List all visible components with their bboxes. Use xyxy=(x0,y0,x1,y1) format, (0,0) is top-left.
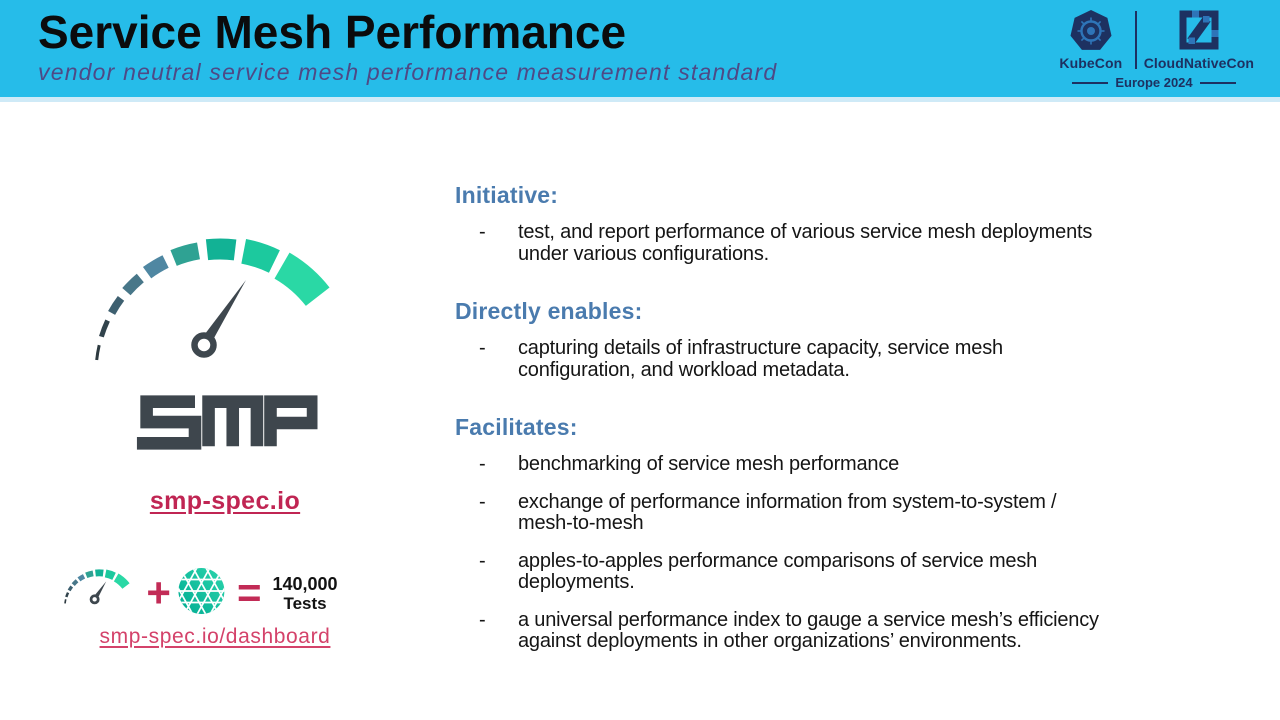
list-item: - test, and report performance of variou… xyxy=(455,221,1115,265)
bullet-dash: - xyxy=(479,337,486,359)
smp-wordmark: SMP xyxy=(133,393,320,458)
list-item: - exchange of performance information fr… xyxy=(455,490,1115,535)
bullet-dash: - xyxy=(479,608,486,631)
plus-sign: + xyxy=(146,569,171,616)
bullet-text: benchmarking of service mesh performance xyxy=(518,453,900,475)
equals-sign: = xyxy=(236,569,262,616)
smp-branding-column: SMP smp-spec.io xyxy=(30,101,420,720)
cloudnativecon-label: CloudNativeCon xyxy=(1143,55,1254,71)
smp-dashboard-link[interactable]: smp-spec.io/dashboard xyxy=(99,625,331,648)
bullet-text: test, and report performance of various … xyxy=(518,221,1093,265)
page-title: Service Mesh Performance xyxy=(38,6,627,58)
bullet-dash: - xyxy=(479,549,486,572)
bullet-text: apples-to-apples performance comparisons… xyxy=(518,549,1038,593)
conference-logo-block: KubeCon CloudNativeCon xyxy=(1054,8,1254,90)
conference-event: Europe 2024 xyxy=(1054,75,1254,90)
section-heading: Directly enables: xyxy=(455,298,643,324)
list-item: - apples-to-apples performance compariso… xyxy=(455,549,1115,594)
cloudnativecon-column: CloudNativeCon xyxy=(1144,8,1254,71)
section-directly-enables: Directly enables: - capturing details of… xyxy=(455,298,1115,381)
mini-gauge-icon xyxy=(60,567,140,619)
kubecon-column: KubeCon xyxy=(1054,8,1128,71)
tests-count-unit: Tests xyxy=(283,593,327,613)
section-facilitates: Facilitates: - benchmarking of service m… xyxy=(455,414,1115,653)
bullet-dash: - xyxy=(479,453,486,475)
bullet-dash: - xyxy=(479,221,486,243)
bullet-text: capturing details of infrastructure capa… xyxy=(518,337,1003,381)
smp-spec-link[interactable]: smp-spec.io xyxy=(149,487,301,515)
event-line-right xyxy=(1199,81,1236,84)
meshery-icon xyxy=(177,567,224,619)
list-item: - benchmarking of service mesh performan… xyxy=(455,453,1115,476)
smp-gauge-logo-icon xyxy=(80,228,370,403)
bullet-dash: - xyxy=(479,490,486,513)
section-heading: Initiative: xyxy=(455,182,559,208)
logo-divider xyxy=(1134,10,1137,69)
tests-count: 140,000 Tests xyxy=(272,574,337,613)
tests-count-value: 140,000 xyxy=(272,573,338,594)
list-item: - a universal performance index to gauge… xyxy=(455,608,1115,653)
header: Service Mesh Performance vendor neutral … xyxy=(0,0,1280,102)
section-initiative: Initiative: - test, and report performan… xyxy=(455,182,1115,265)
cloudnativecon-icon xyxy=(1179,8,1219,52)
page-subtitle: vendor neutral service mesh performance … xyxy=(38,59,778,85)
tests-equation: + xyxy=(60,567,338,619)
bullet-text: a universal performance index to gauge a… xyxy=(518,608,1099,652)
event-label: Europe 2024 xyxy=(1115,75,1193,90)
event-line-left xyxy=(1072,81,1109,84)
list-item: - capturing details of infrastructure ca… xyxy=(455,337,1115,381)
kubecon-icon xyxy=(1069,8,1113,52)
bullet-text: exchange of performance information from… xyxy=(518,490,1057,534)
kubecon-label: KubeCon xyxy=(1059,55,1123,71)
section-heading: Facilitates: xyxy=(455,414,578,440)
content-column: Initiative: - test, and report performan… xyxy=(455,182,1115,686)
title-block: Service Mesh Performance vendor neutral … xyxy=(38,6,777,86)
